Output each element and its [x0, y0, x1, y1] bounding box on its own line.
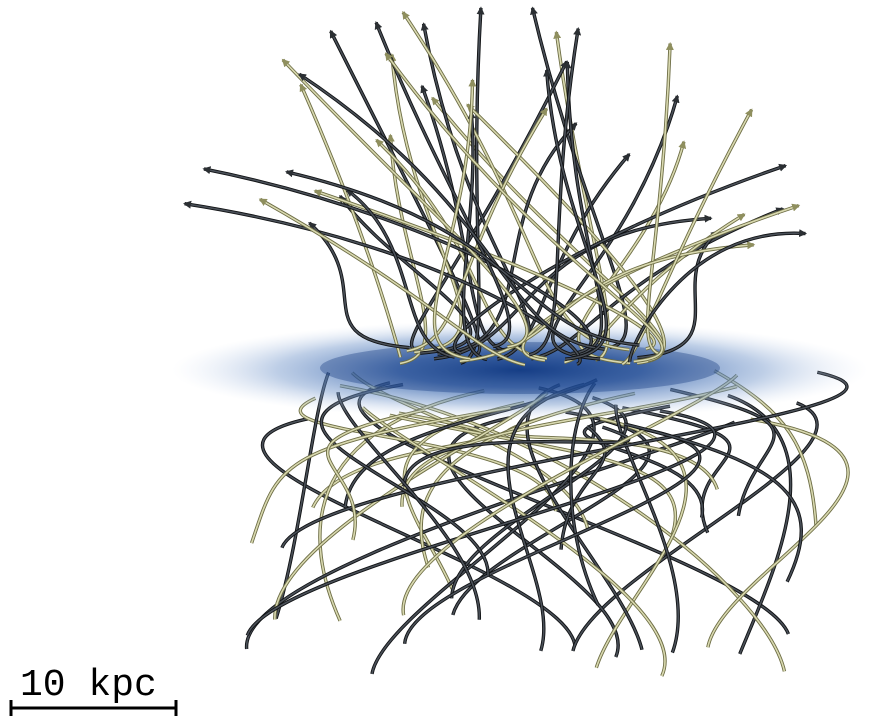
scale-label: 10 kpc: [20, 664, 157, 707]
upper-streamlines: [185, 8, 806, 365]
streamline-outline: [728, 395, 791, 653]
visualization: 10 kpc: [0, 0, 869, 722]
page: 10 kpc (() => { const data = JSON.parse(…: [0, 0, 869, 722]
streamline: [728, 395, 791, 653]
